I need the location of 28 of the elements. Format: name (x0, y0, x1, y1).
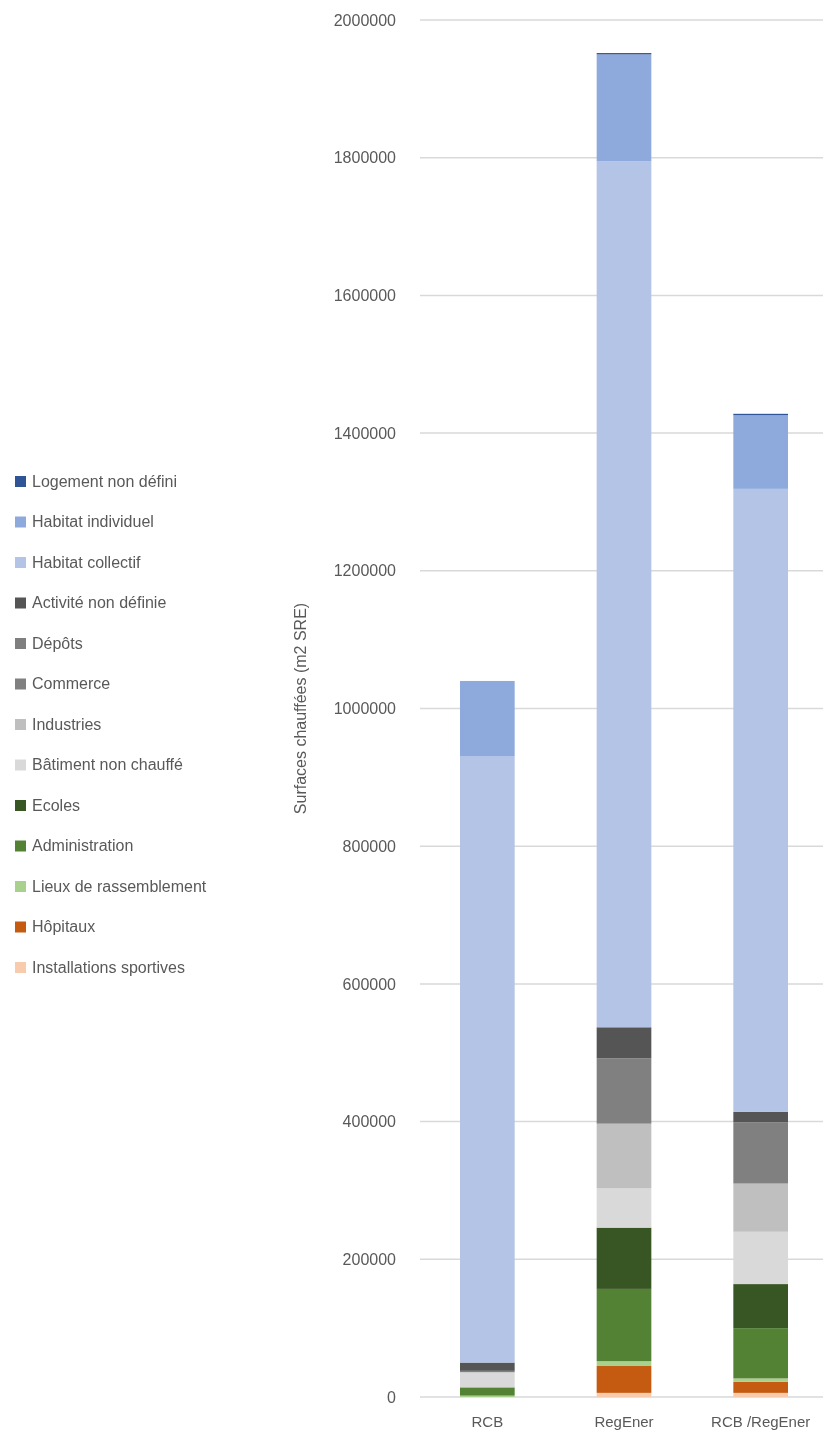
y-tick-label: 2000000 (333, 11, 397, 29)
y-tick-label: 0 (387, 1388, 397, 1406)
legend-label: Dépôts (32, 634, 83, 652)
legend-label: Logement non défini (32, 472, 177, 490)
x-tick-label: RCB (471, 1413, 504, 1430)
y-tick-label: 800000 (342, 837, 397, 855)
y-tick-label: 1400000 (333, 424, 397, 442)
x-tick-label: RCB /RegEner (711, 1413, 811, 1430)
y-tick-label: 1800000 (333, 149, 397, 167)
legend-label: Ecoles (32, 796, 81, 814)
y-tick-label: 1600000 (333, 287, 397, 304)
legend-label: Lieux de rassemblement (32, 877, 207, 895)
legend-label: Activité non définie (32, 594, 167, 612)
legend-label: Habitat individuel (32, 513, 154, 531)
x-tick-label: RegEner (594, 1413, 654, 1430)
legend-label: Habitat collectif (32, 553, 142, 571)
y-axis-title: Surfaces chauffées (m2 SRE) (292, 602, 309, 815)
legend-label: Bâtiment non chauffé (32, 756, 184, 774)
y-tick-label: 1000000 (333, 700, 397, 718)
y-tick-label: 200000 (342, 1250, 397, 1268)
legend-label: Installations sportives (32, 958, 185, 976)
legend-label: Hôpitaux (32, 918, 96, 936)
legend-label: Commerce (32, 675, 111, 693)
legend-label: Administration (32, 837, 134, 855)
y-tick-label: 600000 (342, 975, 397, 993)
legend-label: Industries (32, 715, 102, 733)
y-tick-label: 1200000 (333, 562, 397, 580)
y-tick-label: 400000 (342, 1113, 397, 1131)
